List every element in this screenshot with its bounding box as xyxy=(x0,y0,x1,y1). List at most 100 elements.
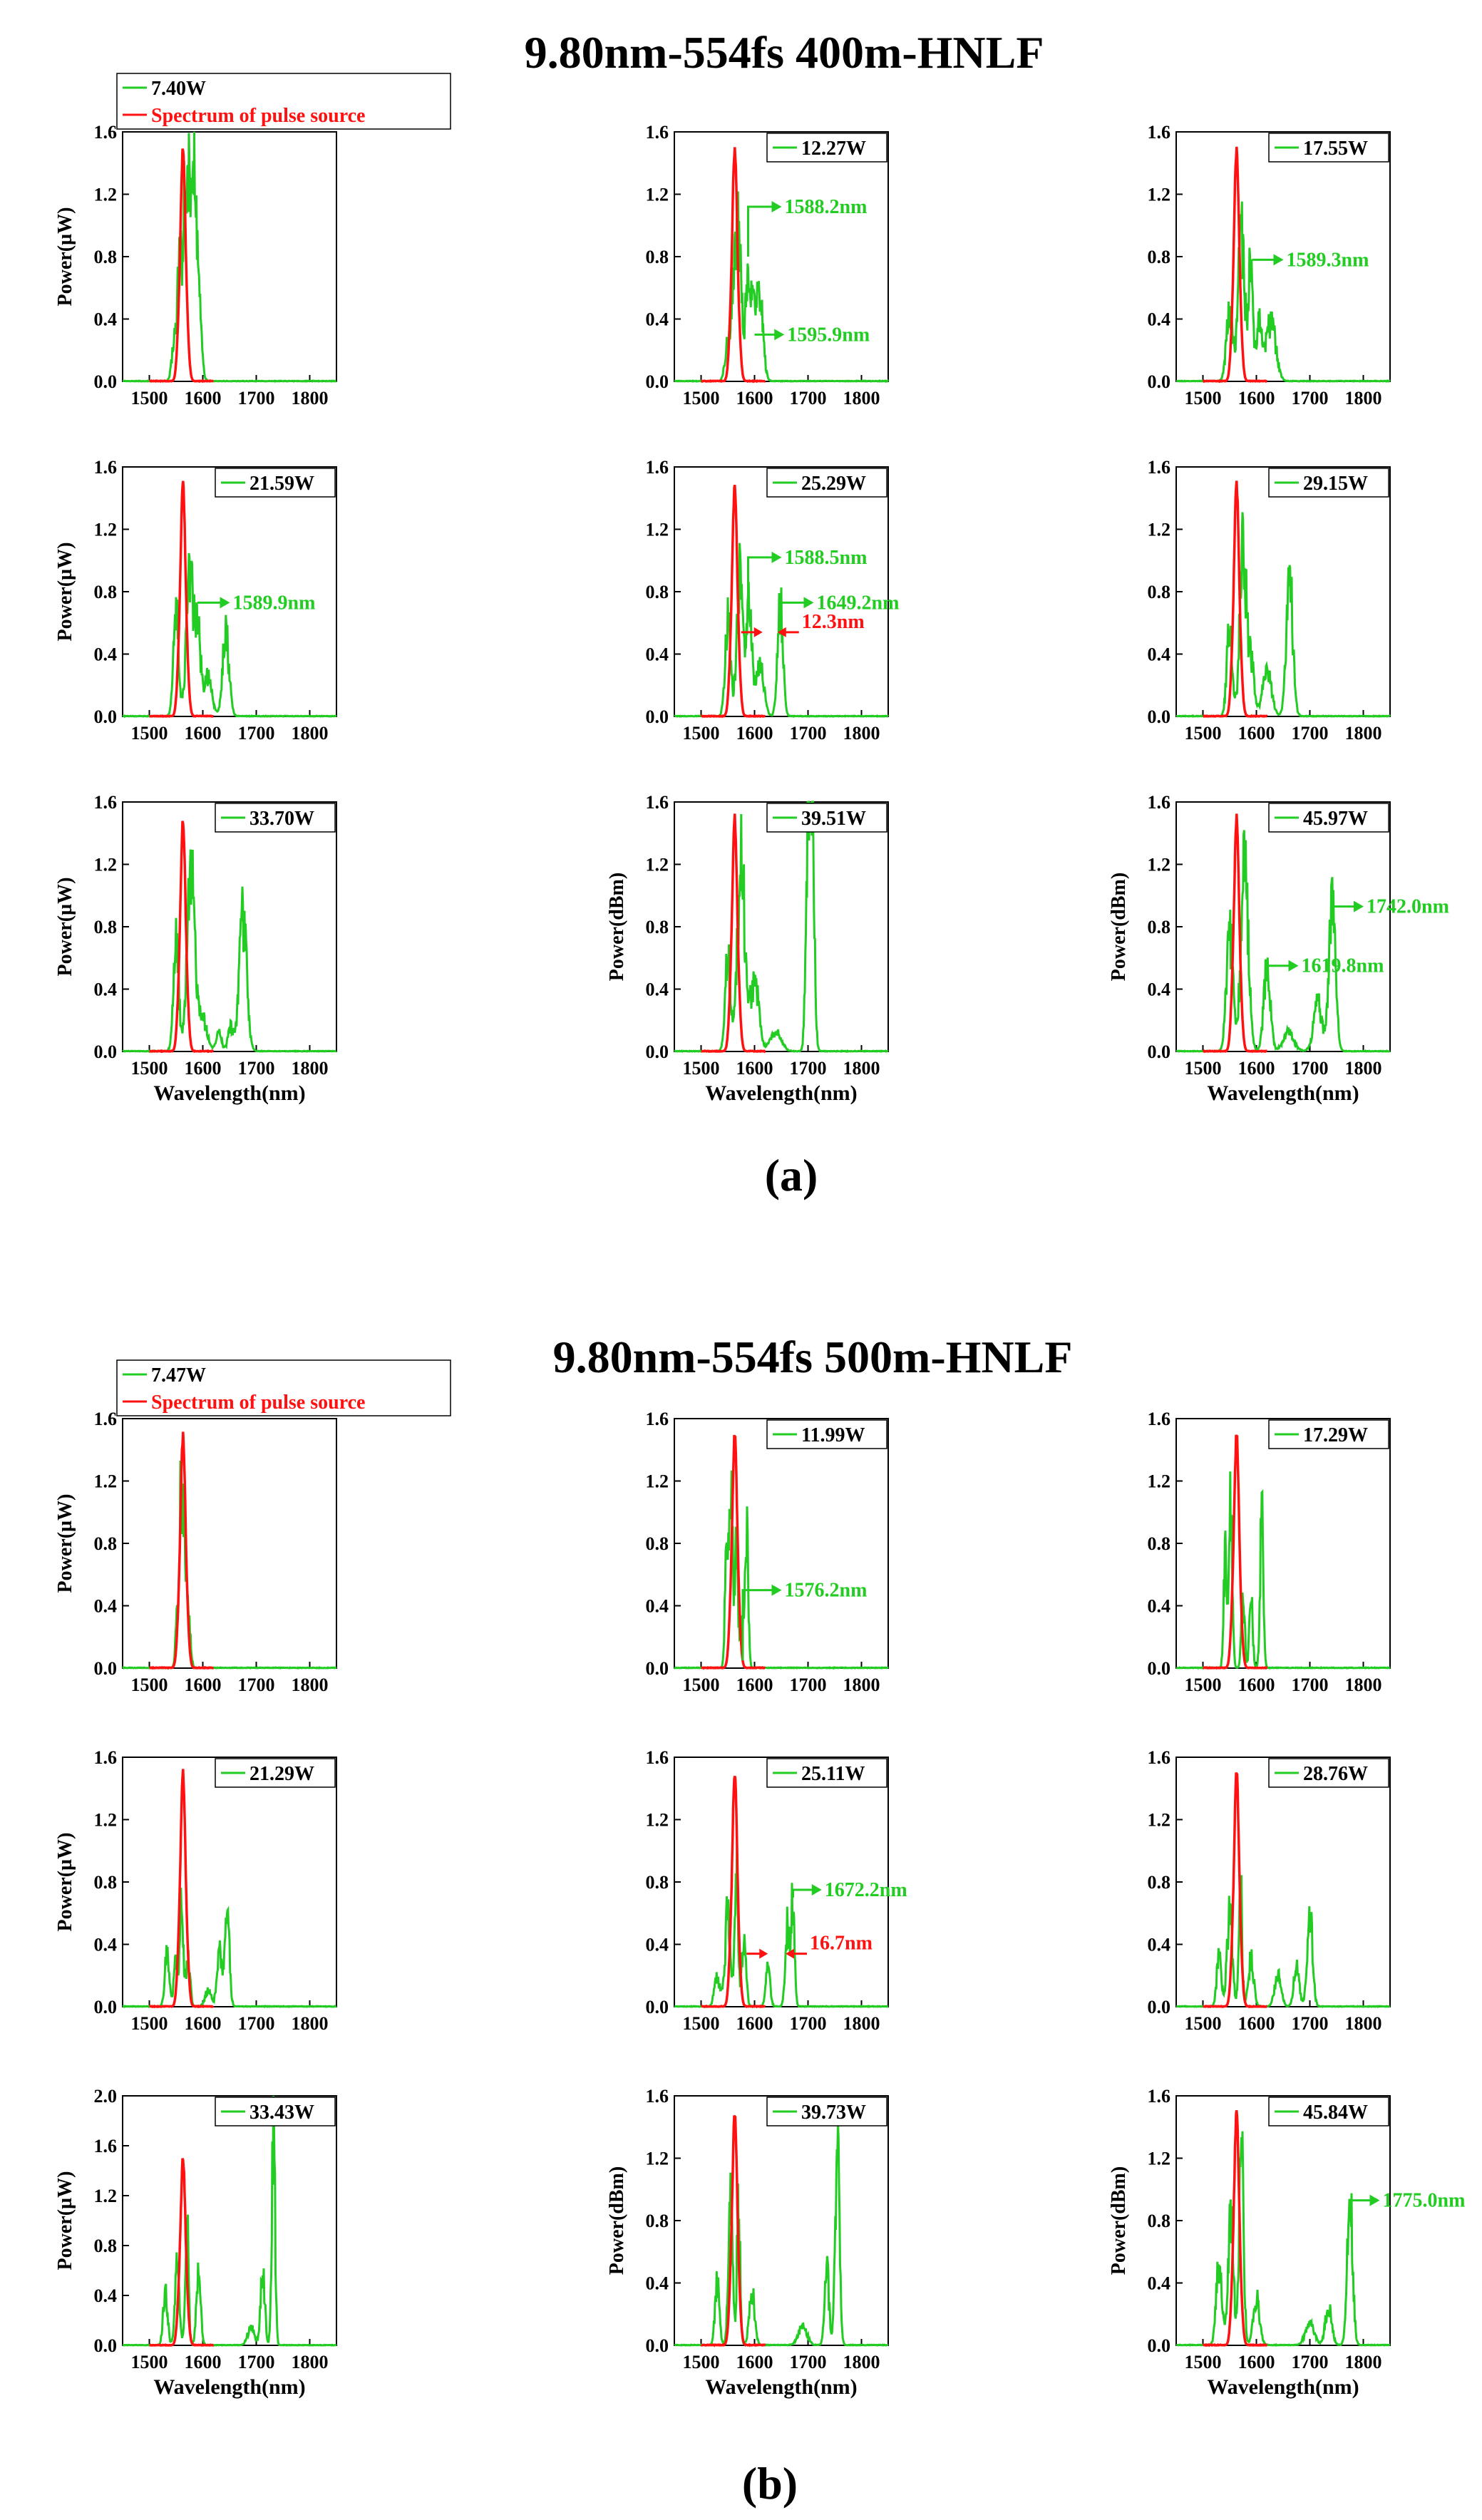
y-tick-label: 0.0 xyxy=(646,1997,669,2017)
x-tick-label: 1600 xyxy=(185,2352,222,2372)
x-tick-label: 1600 xyxy=(736,388,773,408)
legend-label: Spectrum of pulse source xyxy=(151,105,365,127)
plot-frame xyxy=(122,1418,337,1669)
x-tick-label: 1500 xyxy=(683,2352,720,2372)
x-axis-label: Wavelength(nm) xyxy=(153,1081,305,1105)
x-tick-label: 1500 xyxy=(683,723,720,744)
y-tick-label: 0.0 xyxy=(646,2335,669,2356)
pump-spectrum-line xyxy=(1175,2131,1391,2347)
x-tick-label: 1500 xyxy=(683,1675,720,1695)
annotation-arrowhead xyxy=(811,1883,822,1896)
legend-label: 12.27W xyxy=(801,138,866,160)
x-tick-label: 1700 xyxy=(1292,1058,1329,1079)
pump-spectrum-line xyxy=(1175,512,1391,718)
y-tick-label: 0.8 xyxy=(1148,917,1171,937)
y-axis-label: Power(µW) xyxy=(54,1833,76,1932)
y-axis-label: Power(dBm) xyxy=(1108,2166,1130,2275)
y-tick-label: 1.2 xyxy=(94,1810,118,1831)
x-tick-label: 1500 xyxy=(1185,723,1222,744)
x-tick-label: 1500 xyxy=(1185,2352,1222,2372)
x-tick-label: 1500 xyxy=(131,723,168,744)
y-tick-label: 0.0 xyxy=(646,371,669,392)
y-tick-label: 0.0 xyxy=(1148,1997,1171,2017)
x-tick-label: 1600 xyxy=(1238,1675,1275,1695)
x-tick-label: 1600 xyxy=(185,1058,222,1079)
annotation-label: 16.7nm xyxy=(810,1933,873,1955)
y-tick-label: 0.0 xyxy=(646,1042,669,1062)
plot-frame xyxy=(122,131,337,382)
x-tick-label: 1600 xyxy=(1238,723,1275,744)
y-tick-label: 1.2 xyxy=(646,185,669,205)
y-tick-label: 0.8 xyxy=(1148,2211,1171,2231)
x-tick-label: 1600 xyxy=(736,1058,773,1079)
y-tick-label: 0.8 xyxy=(646,247,669,267)
legend-label: 21.29W xyxy=(249,1763,314,1785)
y-tick-label: 0.8 xyxy=(646,1533,669,1554)
panel-a-caption: (a) xyxy=(765,1150,818,1200)
x-tick-label: 1800 xyxy=(843,2352,880,2372)
y-tick-label: 0.8 xyxy=(646,917,669,937)
y-tick-label: 0.4 xyxy=(1148,1596,1171,1617)
x-tick-label: 1800 xyxy=(1345,723,1382,744)
plot-frame xyxy=(1175,1418,1391,1669)
x-tick-label: 1800 xyxy=(292,2352,329,2372)
pump-spectrum-line xyxy=(122,552,337,719)
y-tick-label: 1.2 xyxy=(646,855,669,875)
x-axis-label: Wavelength(nm) xyxy=(1207,1081,1359,1105)
y-tick-label: 1.6 xyxy=(94,792,118,813)
y-tick-label: 1.6 xyxy=(94,2136,118,2156)
y-tick-label: 0.4 xyxy=(1148,1935,1171,1955)
legend-label: 28.76W xyxy=(1303,1763,1368,1785)
annotation-arrow xyxy=(792,1888,813,1898)
chart-a-4: 0.0 0.4 0.8 1.2 1.6 1500 1600 1700 1800 Power(µW)… xyxy=(54,457,337,744)
legend-label: 39.73W xyxy=(801,2102,866,2124)
chart-a-9: 0.0 0.4 0.8 1.2 1.6 1500 1600 1700 1800 Power(dBm… xyxy=(1108,792,1449,1105)
y-tick-label: 1.6 xyxy=(646,2086,669,2107)
x-tick-label: 1600 xyxy=(736,2352,773,2372)
y-tick-label: 1.2 xyxy=(646,2149,669,2169)
y-tick-label: 0.8 xyxy=(94,247,118,267)
y-axis-label: Power(dBm) xyxy=(606,2166,628,2275)
x-tick-label: 1500 xyxy=(131,1675,168,1695)
x-tick-label: 1700 xyxy=(238,2352,275,2372)
y-axis-label: Power(µW) xyxy=(54,207,76,307)
x-tick-label: 1600 xyxy=(736,723,773,744)
source-spectrum-line xyxy=(700,1775,766,2009)
legend-box xyxy=(116,1359,451,1416)
y-tick-label: 1.2 xyxy=(1148,855,1171,875)
source-spectrum-line xyxy=(1202,2110,1267,2347)
x-tick-label: 1800 xyxy=(843,1675,880,1695)
y-tick-label: 0.4 xyxy=(94,1935,118,1955)
legend-label: 11.99W xyxy=(801,1424,865,1446)
annotation-arrowhead xyxy=(1354,900,1364,912)
legend-label: 17.55W xyxy=(1303,138,1368,160)
y-tick-label: 0.4 xyxy=(94,309,118,330)
pump-spectrum-line xyxy=(1175,201,1391,383)
chart-a-2: 0.0 0.4 0.8 1.2 1.6 1500 1600 1700 1800 12.27W 158… xyxy=(646,122,890,408)
annotation-arrow xyxy=(747,205,773,257)
y-tick-label: 1.6 xyxy=(94,1747,118,1768)
annotation-arrowhead xyxy=(1288,960,1299,972)
y-tick-label: 1.2 xyxy=(94,855,118,875)
plot-frame xyxy=(674,1418,889,1669)
annotation-arrowhead xyxy=(1369,2194,1380,2206)
legend-label: 7.47W xyxy=(151,1364,206,1387)
y-tick-label: 1.2 xyxy=(94,185,118,205)
y-tick-label: 1.2 xyxy=(1148,520,1171,540)
y-tick-label: 1.2 xyxy=(1148,185,1171,205)
legend-label: 21.59W xyxy=(249,473,314,495)
x-tick-label: 1600 xyxy=(1238,388,1275,408)
x-tick-label: 1700 xyxy=(1292,388,1329,408)
x-tick-label: 1800 xyxy=(292,388,329,408)
y-tick-label: 0.0 xyxy=(94,1658,118,1679)
source-spectrum-line xyxy=(1202,480,1268,719)
x-tick-label: 1500 xyxy=(131,2013,168,2034)
annotation-label: 1619.8nm xyxy=(1302,955,1384,977)
y-tick-label: 1.6 xyxy=(1148,122,1171,143)
y-tick-label: 0.0 xyxy=(646,706,669,727)
x-tick-label: 1500 xyxy=(131,2352,168,2372)
x-tick-label: 1700 xyxy=(790,2352,827,2372)
chart-b-2: 0.0 0.4 0.8 1.2 1.6 1500 1600 1700 1800 11.99W 157… xyxy=(646,1409,889,1695)
y-tick-label: 0.0 xyxy=(94,1997,118,2017)
y-tick-label: 1.6 xyxy=(1148,2086,1171,2107)
